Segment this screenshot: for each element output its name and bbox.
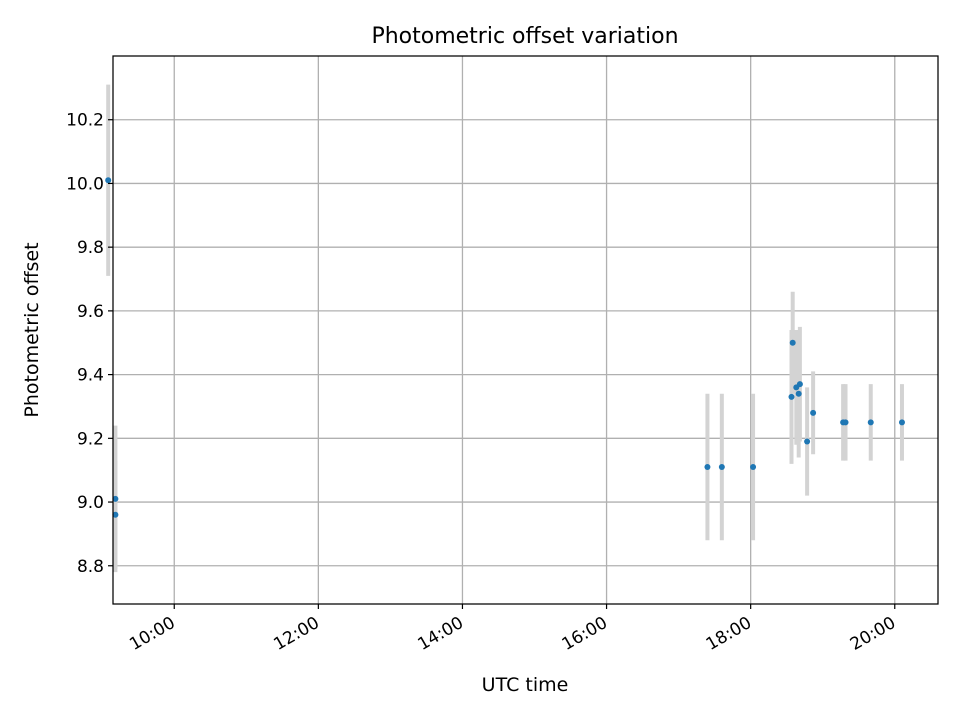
y-axis: 8.8 9.0 9.2 9.4 9.6 9.8 10.0 10.2 [66, 111, 113, 577]
chart-title: Photometric offset variation [371, 24, 678, 49]
y-tick-label: 9.4 [77, 366, 104, 386]
data-point [750, 464, 757, 470]
data-point [795, 390, 802, 397]
grid [113, 56, 938, 604]
data-point [789, 339, 796, 346]
data-point [898, 419, 905, 426]
data-point [112, 511, 119, 518]
x-axis: 10:00 12:00 14:00 16:00 18:00 20:00 [126, 604, 899, 655]
y-tick-label: 9.2 [77, 429, 104, 449]
data-point [810, 409, 817, 416]
data-point [105, 177, 112, 184]
error-bars [106, 84, 904, 573]
data-point [842, 419, 849, 426]
data-point [867, 419, 874, 426]
x-tick-label: 20:00 [847, 613, 899, 655]
x-tick-label: 18:00 [703, 613, 755, 655]
y-tick-label: 9.8 [77, 238, 104, 258]
data-point [804, 438, 811, 445]
data-point [796, 381, 803, 388]
x-tick-label: 12:00 [270, 613, 322, 655]
data-points [105, 177, 905, 518]
y-tick-label: 10.2 [66, 111, 104, 131]
x-tick-label: 14:00 [415, 613, 467, 655]
y-tick-label: 9.0 [77, 493, 104, 513]
y-axis-label: Photometric offset [21, 242, 43, 417]
data-point [704, 464, 711, 470]
plot-frame [112, 55, 939, 605]
data-point [788, 393, 795, 400]
data-point [718, 464, 725, 470]
x-tick-label: 16:00 [559, 613, 611, 655]
y-tick-label: 8.8 [77, 557, 104, 577]
x-axis-label: UTC time [482, 674, 569, 696]
data-point [112, 495, 119, 502]
y-tick-label: 10.0 [66, 174, 104, 194]
x-tick-label: 10:00 [126, 613, 178, 655]
y-tick-label: 9.6 [77, 302, 104, 322]
